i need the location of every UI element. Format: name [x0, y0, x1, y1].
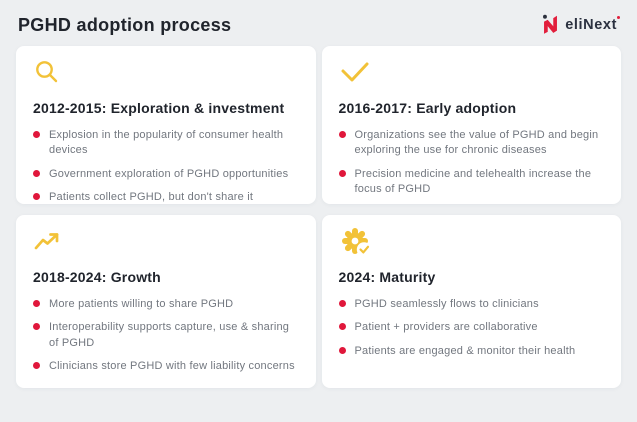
bullet-list: More patients willing to share PGHD Inte…: [33, 297, 299, 375]
list-item: Government exploration of PGHD opportuni…: [33, 167, 299, 182]
bullet-dot-icon: [338, 131, 346, 138]
trending-up-icon: [33, 228, 299, 256]
card-heading: 2024: Maturity: [338, 269, 436, 285]
card-grid: 2012-2015: Exploration & investment Expl…: [0, 46, 637, 388]
bullet-dot-icon: [338, 346, 346, 354]
elinext-logo-icon: [543, 14, 558, 34]
list-item: Clinicians store PGHD with few liability…: [33, 359, 299, 374]
bullet-text: Patients are engaged & monitor their hea…: [354, 344, 576, 357]
gear-check-icon: [339, 228, 605, 257]
card-exploration-investment: 2012-2015: Exploration & investment Expl…: [16, 46, 316, 204]
bullet-dot-icon: [33, 362, 40, 370]
list-item: Explosion in the popularity of consumer …: [33, 128, 299, 159]
bullet-text: Government exploration of PGHD opportuni…: [49, 167, 289, 180]
bullet-list: PGHD seamlessly flows to clinicians Pati…: [338, 297, 605, 359]
bullet-text: Interoperability supports capture, use &…: [49, 321, 290, 349]
elinext-logo: eliNext: [541, 13, 620, 37]
bullet-text: Explosion in the popularity of consumer …: [49, 129, 284, 157]
card-heading: 2012-2015: Exploration & investment: [33, 100, 285, 116]
bullet-dot-icon: [33, 300, 40, 307]
bullet-dot-icon: [338, 169, 346, 177]
bullet-dot-icon: [338, 300, 346, 307]
card-early-adoption: 2016-2017: Early adoption Organizations …: [321, 46, 621, 204]
checkmark-icon: [339, 59, 605, 87]
magnifier-icon: [33, 59, 299, 87]
bullet-dot-icon: [33, 193, 40, 201]
bullet-text: Patient + providers are collaborative: [354, 321, 538, 334]
bullet-text: More patients willing to share PGHD: [49, 298, 234, 310]
elinext-logo-text: eliNext: [565, 16, 620, 33]
bullet-text: Patients collect PGHD, but don't share i…: [49, 191, 254, 204]
card-maturity: 2024: Maturity PGHD seamlessly flows to …: [321, 215, 621, 388]
list-item: Patient + providers are collaborative: [338, 320, 605, 335]
bullet-list: Organizations see the value of PGHD and …: [338, 128, 605, 198]
list-item: Organizations see the value of PGHD and …: [338, 128, 605, 159]
card-heading: 2016-2017: Early adoption: [338, 100, 517, 116]
bullet-text: Organizations see the value of PGHD and …: [354, 129, 599, 157]
bullet-text: Clinicians store PGHD with few liability…: [49, 360, 295, 373]
card-growth: 2018-2024: Growth More patients willing …: [16, 215, 316, 388]
list-item: Patients collect PGHD, but don't share i…: [33, 190, 299, 205]
list-item: Precision medicine and telehealth increa…: [338, 167, 605, 198]
bullet-text: Precision medicine and telehealth increa…: [354, 167, 592, 196]
bullet-dot-icon: [338, 323, 346, 331]
header: PGHD adoption process eliNext: [0, 0, 637, 46]
page-title: PGHD adoption process: [18, 14, 232, 35]
list-item: Interoperability supports capture, use &…: [33, 320, 299, 351]
list-item: PGHD seamlessly flows to clinicians: [338, 297, 605, 312]
bullet-dot-icon: [33, 323, 40, 331]
card-heading: 2018-2024: Growth: [33, 269, 161, 285]
bullet-list: Explosion in the popularity of consumer …: [33, 128, 299, 206]
bullet-text: PGHD seamlessly flows to clinicians: [354, 298, 539, 310]
list-item: Patients are engaged & monitor their hea…: [338, 344, 605, 359]
list-item: More patients willing to share PGHD: [33, 297, 299, 312]
bullet-dot-icon: [33, 169, 40, 177]
bullet-dot-icon: [33, 131, 40, 138]
